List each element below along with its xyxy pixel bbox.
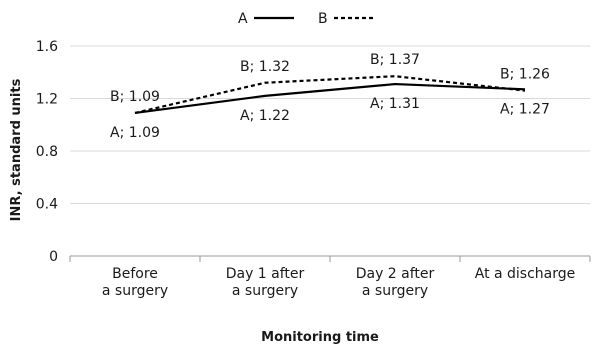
x-tick-label: At a discharge	[475, 266, 576, 282]
data-label-b: B; 1.32	[240, 59, 290, 75]
data-label-a: A; 1.27	[500, 101, 550, 117]
x-tick-label: Day 1 after a surgery	[226, 266, 305, 299]
legend-label-b: B	[318, 11, 328, 27]
y-axis-ticks: 0 0.4 0.8 1.2 1.6	[36, 39, 58, 265]
data-label-a: A; 1.22	[240, 108, 290, 124]
x-axis-ticks: Before a surgery Day 1 after a surgery Day 2…	[69, 256, 591, 299]
y-tick-label: 1.2	[36, 92, 58, 108]
x-tick-label: Day 2 after a surgery	[356, 266, 435, 299]
x-axis-title: Monitoring time	[261, 330, 379, 345]
y-tick-label: 0	[49, 249, 58, 265]
data-label-a: A; 1.09	[110, 125, 160, 141]
data-label-a: A; 1.31	[370, 96, 420, 112]
data-label-b: B; 1.37	[370, 52, 420, 68]
x-tick-label: Before a surgery	[102, 266, 168, 299]
y-tick-label: 0.4	[36, 197, 58, 213]
gridlines	[70, 45, 590, 257]
series-line-a	[134, 82, 526, 115]
data-label-b: B; 1.09	[110, 89, 160, 105]
data-labels: A; 1.09 A; 1.22 A; 1.31 A; 1.27 B; 1.09 B; 1.…	[110, 52, 550, 141]
y-tick-label: 1.6	[36, 39, 58, 55]
series-lines	[134, 75, 526, 115]
data-label-b: B; 1.26	[500, 67, 550, 83]
series-line-b	[134, 75, 526, 115]
legend-label-a: A	[238, 11, 248, 27]
y-axis-title: INR, standard units	[9, 78, 24, 221]
y-tick-label: 0.8	[36, 144, 58, 160]
